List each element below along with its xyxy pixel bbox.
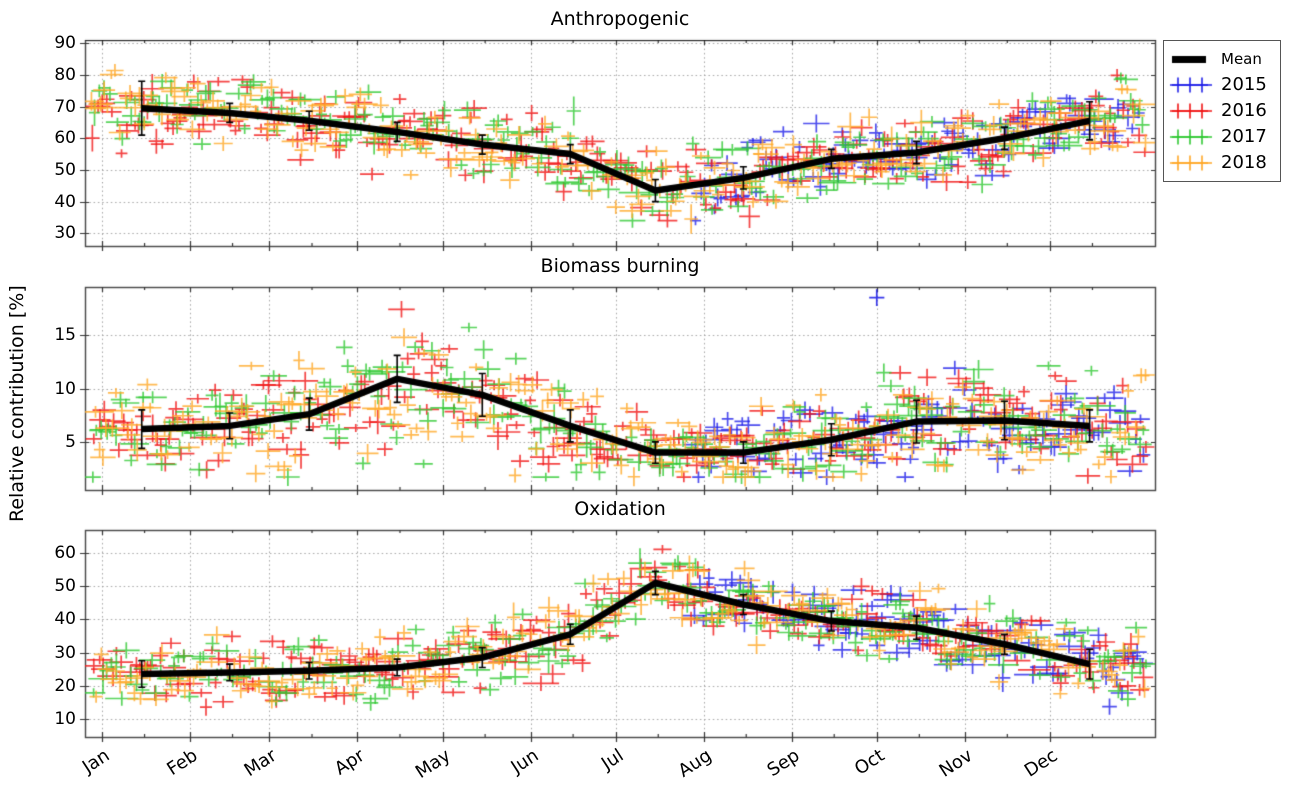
y-tick-label: 40 bbox=[54, 191, 76, 212]
legend-label: 2015 bbox=[1221, 74, 1267, 95]
y-tick-label: 20 bbox=[54, 675, 76, 696]
legend-entry-2017: 2017 bbox=[1168, 124, 1276, 150]
mean-line-swatch bbox=[1168, 48, 1214, 70]
y-tick-label: 10 bbox=[54, 708, 76, 729]
plus-marker-icon bbox=[1168, 152, 1214, 174]
plus-marker-icon bbox=[1168, 126, 1214, 148]
y-tick-label: 90 bbox=[54, 33, 76, 54]
y-tick-label: 70 bbox=[54, 96, 76, 117]
legend-label: Mean bbox=[1221, 50, 1262, 68]
plus-marker-icon bbox=[1168, 100, 1214, 122]
y-tick-label: 60 bbox=[54, 128, 76, 149]
legend-label: 2017 bbox=[1221, 126, 1267, 147]
y-tick-label: 5 bbox=[65, 431, 76, 452]
legend-entry-2016: 2016 bbox=[1168, 98, 1276, 124]
y-tick-label: 50 bbox=[54, 159, 76, 180]
y-tick-label: 80 bbox=[54, 64, 76, 85]
legend-entry-2015: 2015 bbox=[1168, 72, 1276, 98]
plus-marker-icon bbox=[1168, 74, 1214, 96]
y-tick-label: 50 bbox=[54, 576, 76, 597]
y-tick-label: 15 bbox=[54, 325, 76, 346]
y-tick-label: 60 bbox=[54, 543, 76, 564]
y-tick-label: 40 bbox=[54, 609, 76, 630]
legend-label: 2018 bbox=[1221, 152, 1267, 173]
legend: Mean 2015 2016 2017 2018 bbox=[1163, 40, 1281, 182]
y-tick-label: 10 bbox=[54, 378, 76, 399]
y-tick-label: 30 bbox=[54, 223, 76, 244]
legend-entry-2018: 2018 bbox=[1168, 150, 1276, 176]
y-axis-label: Relative contribution [%] bbox=[6, 285, 28, 523]
legend-entry-mean: Mean bbox=[1168, 46, 1276, 72]
legend-label: 2016 bbox=[1221, 100, 1267, 121]
y-tick-label: 30 bbox=[54, 642, 76, 663]
